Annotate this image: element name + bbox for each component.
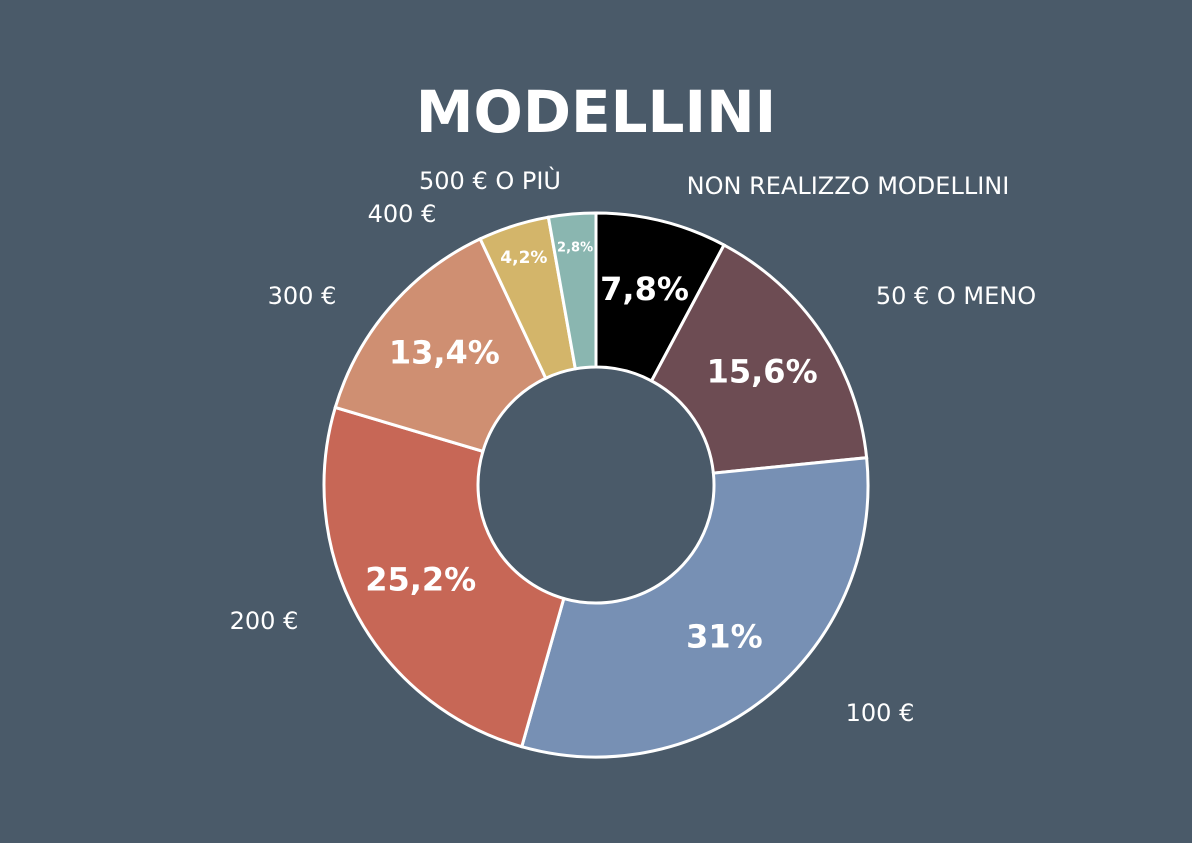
donut-slice: [322, 405, 566, 749]
value-label: 15,6%: [707, 353, 818, 391]
value-label: 31%: [686, 617, 763, 655]
category-label: 100 €: [846, 699, 915, 727]
donut-slice: [333, 236, 548, 454]
donut-slice: [519, 456, 870, 759]
value-label: 7,8%: [600, 270, 689, 308]
donut-slice: [546, 211, 598, 371]
chart-title: MODELLINI: [416, 78, 776, 146]
category-label: 50 € O MENO: [876, 282, 1036, 310]
value-label: 4,2%: [500, 248, 547, 268]
category-label: 300 €: [268, 282, 337, 310]
category-label: 400 €: [368, 200, 437, 228]
category-label: 200 €: [230, 607, 299, 635]
category-label: NON REALIZZO MODELLINI: [687, 172, 1010, 200]
value-label: 13,4%: [389, 334, 500, 372]
value-label: 25,2%: [365, 560, 476, 598]
category-label: 500 € O PIÙ: [419, 165, 561, 195]
value-label: 2,8%: [557, 240, 593, 255]
donut-slice: [649, 242, 869, 475]
